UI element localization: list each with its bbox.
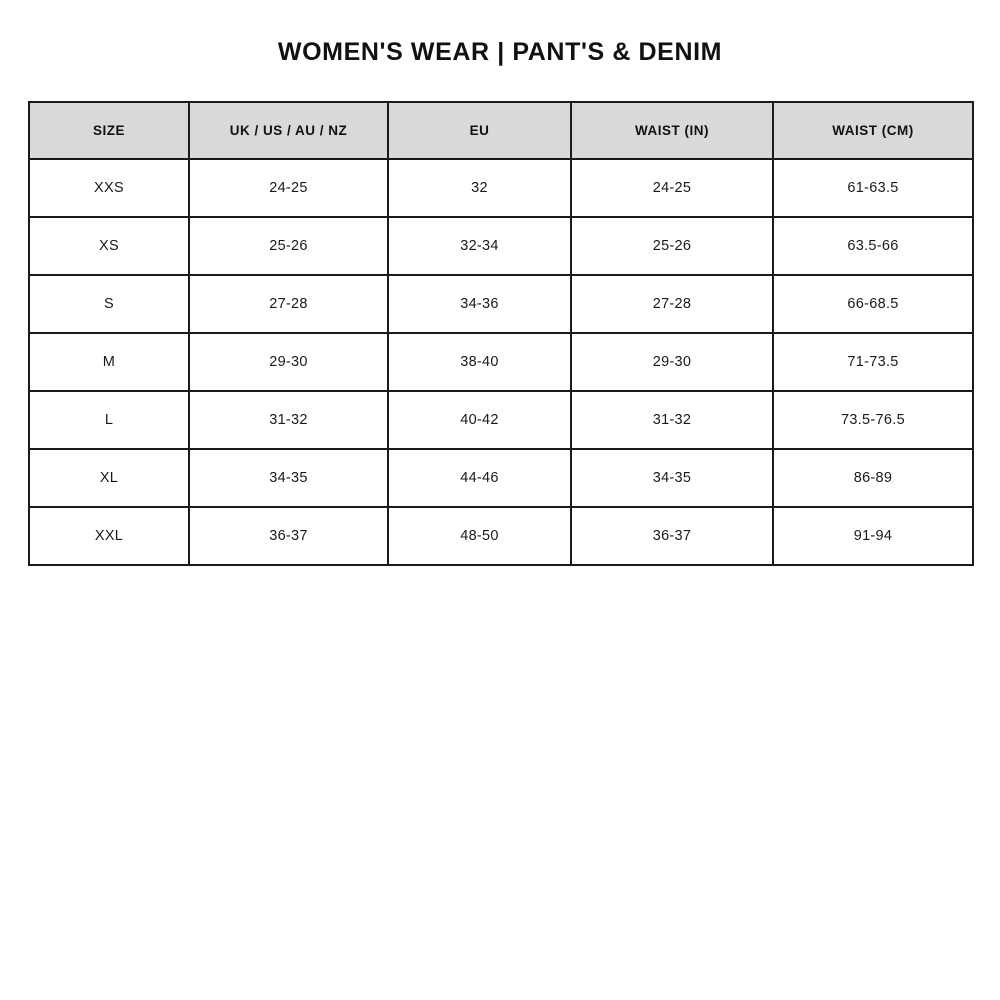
cell-eu: 38-40 [387,332,572,392]
table-row: XL 34-35 44-46 34-35 86-89 [28,448,974,508]
cell-size: XL [28,448,190,508]
column-header-uk-us-au-nz: UK / US / AU / NZ [188,101,389,160]
table-row: XXS 24-25 32 24-25 61-63.5 [28,158,974,218]
cell-waist-in: 29-30 [570,332,774,392]
cell-waist-in: 25-26 [570,216,774,276]
cell-eu: 34-36 [387,274,572,334]
cell-waist-cm: 61-63.5 [772,158,974,218]
cell-uk-us-au-nz: 29-30 [188,332,389,392]
cell-eu: 32-34 [387,216,572,276]
cell-uk-us-au-nz: 34-35 [188,448,389,508]
cell-size: XXS [28,158,190,218]
table-row: XXL 36-37 48-50 36-37 91-94 [28,506,974,566]
cell-waist-cm: 73.5-76.5 [772,390,974,450]
size-chart-table: SIZE UK / US / AU / NZ EU WAIST (IN) WAI… [28,101,974,566]
cell-waist-cm: 91-94 [772,506,974,566]
cell-size: L [28,390,190,450]
cell-size: XXL [28,506,190,566]
cell-eu: 40-42 [387,390,572,450]
table-row: XS 25-26 32-34 25-26 63.5-66 [28,216,974,276]
cell-uk-us-au-nz: 31-32 [188,390,389,450]
cell-waist-cm: 86-89 [772,448,974,508]
cell-eu: 32 [387,158,572,218]
cell-eu: 48-50 [387,506,572,566]
cell-size: M [28,332,190,392]
cell-waist-in: 34-35 [570,448,774,508]
table-header-row: SIZE UK / US / AU / NZ EU WAIST (IN) WAI… [28,101,974,160]
cell-eu: 44-46 [387,448,572,508]
cell-waist-in: 27-28 [570,274,774,334]
page-title: WOMEN'S WEAR | PANT'S & DENIM [277,38,723,66]
cell-waist-cm: 66-68.5 [772,274,974,334]
cell-uk-us-au-nz: 25-26 [188,216,389,276]
table-header: SIZE UK / US / AU / NZ EU WAIST (IN) WAI… [28,101,974,160]
cell-uk-us-au-nz: 24-25 [188,158,389,218]
column-header-waist-cm: WAIST (CM) [772,101,974,160]
cell-waist-cm: 71-73.5 [772,332,974,392]
column-header-waist-in: WAIST (IN) [570,101,774,160]
table-row: L 31-32 40-42 31-32 73.5-76.5 [28,390,974,450]
column-header-size: SIZE [28,101,190,160]
cell-waist-cm: 63.5-66 [772,216,974,276]
table-row: S 27-28 34-36 27-28 66-68.5 [28,274,974,334]
cell-waist-in: 36-37 [570,506,774,566]
cell-uk-us-au-nz: 36-37 [188,506,389,566]
cell-waist-in: 24-25 [570,158,774,218]
cell-size: S [28,274,190,334]
cell-size: XS [28,216,190,276]
cell-waist-in: 31-32 [570,390,774,450]
cell-uk-us-au-nz: 27-28 [188,274,389,334]
table-body: XXS 24-25 32 24-25 61-63.5 XS 25-26 32-3… [28,158,974,566]
column-header-eu: EU [387,101,572,160]
size-chart-table-container: SIZE UK / US / AU / NZ EU WAIST (IN) WAI… [28,101,974,566]
table-row: M 29-30 38-40 29-30 71-73.5 [28,332,974,392]
